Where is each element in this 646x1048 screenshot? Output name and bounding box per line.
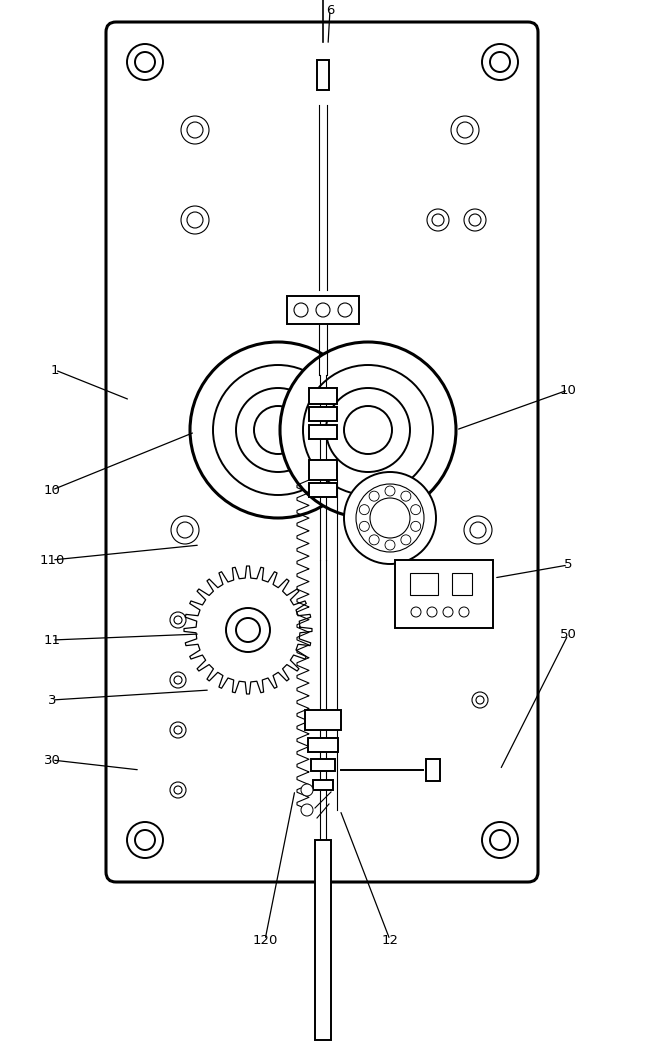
Circle shape	[482, 44, 518, 80]
Text: 10: 10	[559, 384, 576, 396]
Circle shape	[170, 722, 186, 738]
Text: 50: 50	[559, 629, 576, 641]
Circle shape	[338, 303, 352, 316]
Circle shape	[127, 822, 163, 858]
Circle shape	[174, 726, 182, 734]
Text: 12: 12	[382, 934, 399, 946]
Circle shape	[469, 214, 481, 226]
Text: 3: 3	[48, 694, 56, 706]
Circle shape	[344, 406, 392, 454]
Circle shape	[401, 534, 411, 545]
Circle shape	[187, 122, 203, 138]
Circle shape	[464, 209, 486, 231]
Circle shape	[359, 521, 370, 531]
Circle shape	[316, 303, 330, 316]
Circle shape	[135, 52, 155, 72]
Bar	[287, 296, 359, 324]
Circle shape	[226, 608, 270, 652]
Circle shape	[170, 612, 186, 628]
Circle shape	[236, 618, 260, 642]
Bar	[305, 709, 341, 730]
Circle shape	[127, 44, 163, 80]
Circle shape	[181, 206, 209, 234]
Circle shape	[443, 607, 453, 617]
Circle shape	[174, 616, 182, 624]
Circle shape	[236, 388, 320, 472]
Circle shape	[411, 607, 421, 617]
Circle shape	[432, 214, 444, 226]
Circle shape	[427, 209, 449, 231]
Text: 6: 6	[326, 3, 334, 17]
Circle shape	[280, 342, 456, 518]
Bar	[309, 407, 337, 421]
Circle shape	[451, 116, 479, 144]
Circle shape	[213, 365, 343, 495]
Circle shape	[171, 516, 199, 544]
Circle shape	[470, 522, 486, 538]
Text: 30: 30	[43, 754, 61, 766]
Bar	[410, 573, 438, 595]
Circle shape	[303, 365, 433, 495]
FancyBboxPatch shape	[106, 22, 538, 882]
Text: 5: 5	[564, 559, 572, 571]
Circle shape	[385, 540, 395, 550]
Circle shape	[490, 52, 510, 72]
Circle shape	[490, 830, 510, 850]
Bar	[317, 60, 329, 90]
Text: 120: 120	[253, 934, 278, 946]
Circle shape	[170, 782, 186, 798]
Circle shape	[427, 607, 437, 617]
Text: 10: 10	[43, 483, 61, 497]
Bar	[309, 388, 337, 403]
Text: 11: 11	[43, 633, 61, 647]
Circle shape	[356, 484, 424, 552]
Circle shape	[344, 472, 436, 564]
Circle shape	[482, 822, 518, 858]
Circle shape	[457, 122, 473, 138]
Bar	[309, 425, 337, 439]
Circle shape	[370, 498, 410, 538]
Circle shape	[459, 607, 469, 617]
Bar	[309, 483, 337, 497]
Circle shape	[385, 486, 395, 496]
Circle shape	[411, 521, 421, 531]
Bar	[313, 780, 333, 790]
Bar	[426, 759, 440, 781]
Circle shape	[369, 492, 379, 501]
Circle shape	[135, 830, 155, 850]
Circle shape	[476, 696, 484, 704]
Text: 110: 110	[39, 553, 65, 567]
Bar	[308, 738, 338, 752]
Circle shape	[254, 406, 302, 454]
Circle shape	[301, 784, 313, 796]
Bar	[395, 560, 493, 628]
Circle shape	[294, 303, 308, 316]
Circle shape	[401, 492, 411, 501]
Circle shape	[177, 522, 193, 538]
Circle shape	[181, 116, 209, 144]
Bar	[452, 573, 472, 595]
Circle shape	[472, 692, 488, 708]
Circle shape	[187, 212, 203, 228]
Circle shape	[359, 505, 370, 515]
Circle shape	[174, 786, 182, 794]
Bar	[311, 759, 335, 771]
Circle shape	[326, 388, 410, 472]
Circle shape	[190, 342, 366, 518]
Bar	[315, 840, 331, 1040]
Bar	[309, 460, 337, 480]
Circle shape	[411, 505, 421, 515]
Circle shape	[174, 676, 182, 684]
Text: 1: 1	[51, 364, 59, 376]
Circle shape	[301, 804, 313, 816]
Circle shape	[369, 534, 379, 545]
Circle shape	[170, 672, 186, 687]
Circle shape	[464, 516, 492, 544]
